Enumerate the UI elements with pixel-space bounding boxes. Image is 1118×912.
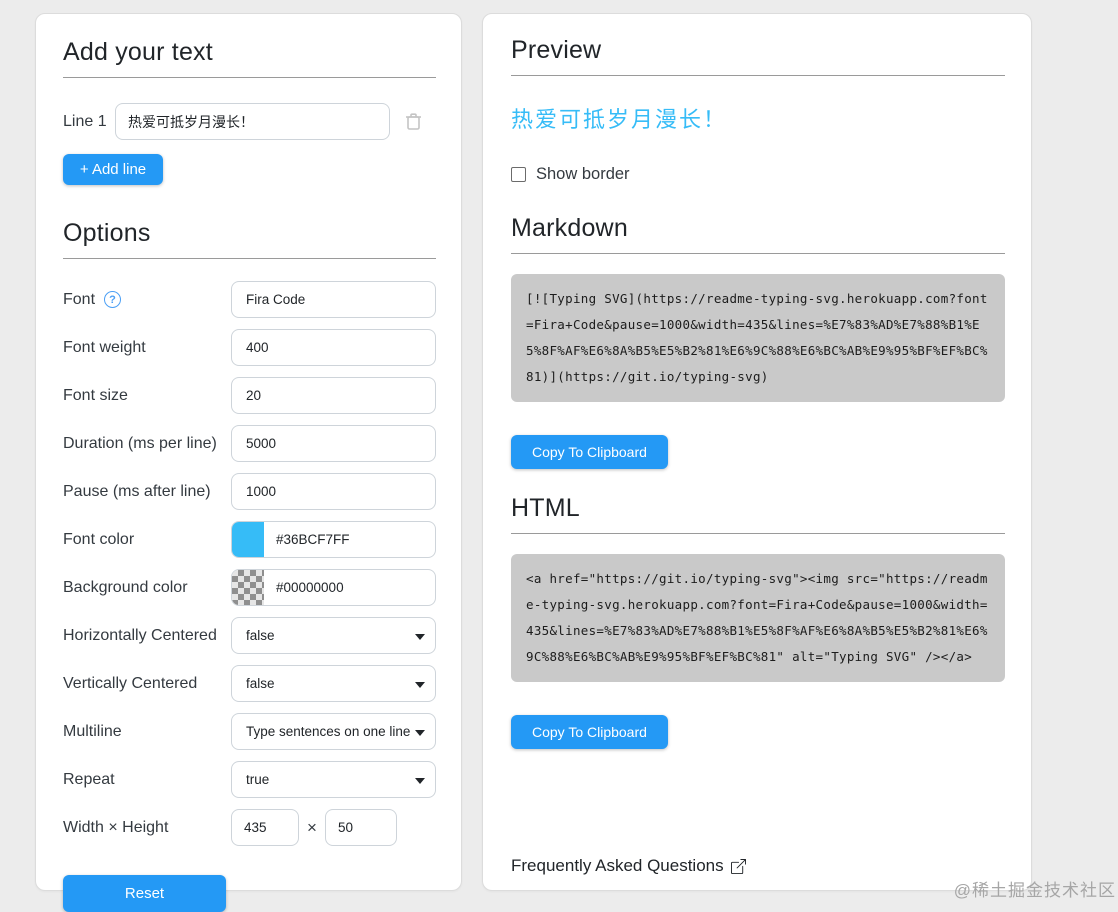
pause-label: Pause (ms after line): [63, 482, 211, 500]
chevron-down-icon: [415, 633, 425, 640]
html-code-block[interactable]: <a href="https://git.io/typing-svg"><img…: [511, 554, 1005, 682]
font-color-label: Font color: [63, 530, 135, 548]
pause-input[interactable]: [231, 473, 436, 510]
chevron-down-icon: [415, 777, 425, 784]
multiline-label: Multiline: [63, 722, 122, 740]
delete-line-button[interactable]: [405, 112, 422, 131]
duration-label: Duration (ms per line): [63, 434, 217, 452]
preview-title: Preview: [511, 36, 1005, 76]
background-color-group: [231, 569, 436, 606]
pause-row: Pause (ms after line): [63, 473, 436, 510]
trash-icon: [405, 113, 422, 134]
text-line-row: Line 1: [63, 103, 436, 140]
font-row: Font ?: [63, 281, 436, 318]
add-text-title: Add your text: [63, 38, 436, 78]
size-separator: ×: [307, 817, 317, 837]
horizontally-centered-row: Horizontally Centered false: [63, 617, 436, 654]
font-size-input[interactable]: [231, 377, 436, 414]
font-color-row: Font color: [63, 521, 436, 558]
font-weight-row: Font weight: [63, 329, 436, 366]
size-group: ×: [231, 809, 436, 846]
show-border-label: Show border: [536, 165, 630, 183]
chevron-down-icon: [415, 729, 425, 736]
show-border-row: Show border: [511, 165, 1005, 184]
font-size-row: Font size: [63, 377, 436, 414]
vertically-centered-label: Vertically Centered: [63, 674, 198, 692]
horizontally-centered-label: Horizontally Centered: [63, 626, 217, 644]
faq-link[interactable]: Frequently Asked Questions: [511, 856, 746, 876]
multiline-select[interactable]: Type sentences on one line: [231, 713, 436, 750]
chevron-down-icon: [415, 681, 425, 688]
background-color-label: Background color: [63, 578, 188, 596]
faq-link-label: Frequently Asked Questions: [511, 856, 724, 875]
preview-panel: Preview 热爱可抵岁月漫长！ Show border Markdown […: [482, 13, 1032, 891]
width-input[interactable]: [231, 809, 299, 846]
repeat-label: Repeat: [63, 770, 115, 788]
background-color-row: Background color: [63, 569, 436, 606]
repeat-select[interactable]: true: [231, 761, 436, 798]
duration-row: Duration (ms per line): [63, 425, 436, 462]
reset-button[interactable]: Reset: [63, 875, 226, 912]
add-line-button[interactable]: + Add line: [63, 154, 163, 185]
help-icon[interactable]: ?: [104, 291, 122, 308]
background-color-input[interactable]: [231, 569, 436, 606]
html-title: HTML: [511, 494, 1005, 534]
height-input[interactable]: [324, 809, 397, 846]
markdown-code-block[interactable]: [![Typing SVG](https://readme-typing-svg…: [511, 274, 1005, 402]
copy-markdown-button[interactable]: Copy To Clipboard: [511, 435, 668, 469]
font-color-swatch[interactable]: [232, 522, 264, 557]
font-label: Font ?: [63, 291, 231, 309]
font-color-group: [231, 521, 436, 558]
preview-typing-text: 热爱可抵岁月漫长！: [511, 108, 728, 133]
font-size-label: Font size: [63, 386, 128, 404]
background-color-swatch[interactable]: [232, 570, 264, 605]
repeat-row: Repeat true: [63, 761, 436, 798]
font-input[interactable]: [231, 281, 436, 318]
line-text-input[interactable]: [115, 103, 390, 140]
options-form: Font ? Font weight Font size Duration (m…: [63, 281, 436, 912]
horizontally-centered-select[interactable]: false: [231, 617, 436, 654]
duration-input[interactable]: [231, 425, 436, 462]
options-title: Options: [63, 219, 436, 259]
add-text-panel: Add your text Line 1 + Add line Options …: [35, 13, 462, 912]
vertically-centered-select[interactable]: false: [231, 665, 436, 702]
size-label: Width × Height: [63, 818, 169, 836]
external-link-icon: [730, 858, 746, 874]
copy-html-button[interactable]: Copy To Clipboard: [511, 715, 668, 749]
site-watermark: @稀土掘金技术社区: [953, 881, 1116, 900]
markdown-title: Markdown: [511, 214, 1005, 254]
font-weight-label: Font weight: [63, 338, 146, 356]
multiline-row: Multiline Type sentences on one line: [63, 713, 436, 750]
font-color-input[interactable]: [231, 521, 436, 558]
vertically-centered-row: Vertically Centered false: [63, 665, 436, 702]
line-label: Line 1: [63, 112, 107, 130]
size-row: Width × Height ×: [63, 809, 436, 846]
show-border-checkbox[interactable]: [511, 167, 526, 182]
font-weight-input[interactable]: [231, 329, 436, 366]
